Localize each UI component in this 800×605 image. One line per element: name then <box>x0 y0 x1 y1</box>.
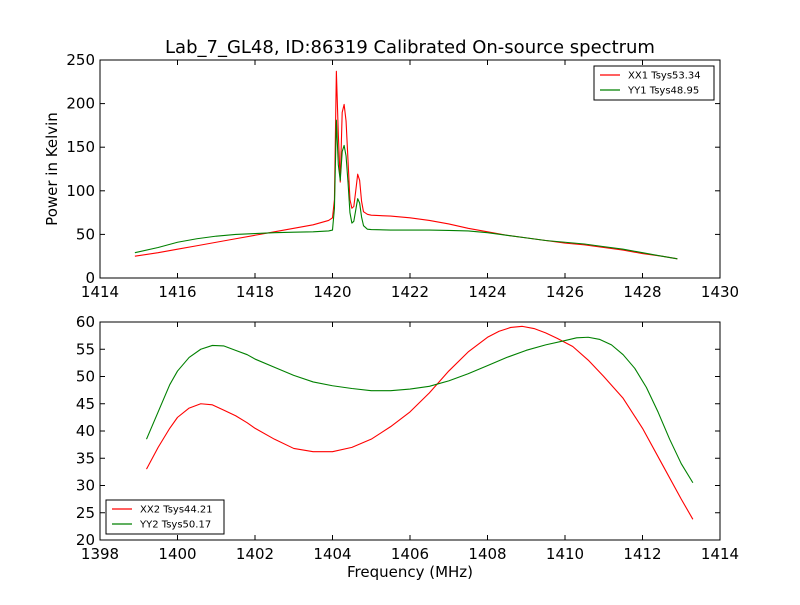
y-tick-label: 150 <box>66 138 95 156</box>
y-tick-label: 35 <box>76 449 95 467</box>
y-axis-title: Power in Kelvin <box>43 112 61 226</box>
legend-entry-label: XX1 Tsys53.34 <box>628 71 701 82</box>
x-tick-label: 1422 <box>391 283 429 301</box>
y-tick-label: 55 <box>76 340 95 358</box>
x-tick-label: 1398 <box>81 545 119 563</box>
y-tick-label: 25 <box>76 504 95 522</box>
x-tick-label: 1412 <box>623 545 661 563</box>
y-tick-label: 250 <box>66 51 95 69</box>
x-tick-label: 1418 <box>236 283 274 301</box>
legend-box <box>593 65 715 101</box>
y-tick-label: 20 <box>76 531 95 549</box>
x-tick-label: 1426 <box>546 283 584 301</box>
legend-entry-label: YY2 Tsys50.17 <box>139 520 211 531</box>
y-tick-label: 40 <box>76 422 95 440</box>
top-spectrum-plot: 1414 1416 1418 1420 1422 1424 1426 1428 1430 0 50 1… <box>43 51 739 301</box>
y-tick-label: 0 <box>85 269 95 287</box>
x-tick-label: 1404 <box>313 545 351 563</box>
legend-entry-label: YY1 Tsys48.95 <box>627 86 699 97</box>
x-tick-label: 1402 <box>236 545 274 563</box>
series-line-yy2-tsys50-17 <box>145 336 694 484</box>
legend-entry-label: XX2 Tsys44.21 <box>140 505 213 516</box>
y-tick-label: 100 <box>66 182 95 200</box>
x-tick-label: 1406 <box>391 545 429 563</box>
series-line-xx2-tsys44-21 <box>146 325 694 520</box>
legend: XX1 Tsys53.34 YY1 Tsys48.95 <box>593 65 715 101</box>
x-tick-label: 1400 <box>158 545 196 563</box>
y-tick-label: 45 <box>76 395 95 413</box>
x-tick-label: 1430 <box>701 283 739 301</box>
x-axis-title: Frequency (MHz) <box>347 563 473 581</box>
x-tick-label: 1420 <box>313 283 351 301</box>
bottom-spectrum-plot: 1398 1400 1402 1404 1406 1408 1410 1412 1414 20 25… <box>76 313 739 581</box>
y-tick-label: 50 <box>76 368 95 386</box>
legend-box <box>105 499 225 535</box>
series-line-yy1-tsys48-95 <box>134 119 678 260</box>
x-tick-label: 1414 <box>81 283 119 301</box>
x-tick-label: 1424 <box>468 283 506 301</box>
y-tick-label: 30 <box>76 477 95 495</box>
figure-title: Lab_7_GL48, ID:86319 Calibrated On-sourc… <box>165 37 655 58</box>
y-tick-label: 60 <box>76 313 95 331</box>
x-tick-label: 1416 <box>158 283 196 301</box>
y-tick-label: 200 <box>66 95 95 113</box>
y-tick-label: 50 <box>76 225 95 243</box>
x-tick-label: 1428 <box>623 283 661 301</box>
x-tick-label: 1408 <box>468 545 506 563</box>
legend: XX2 Tsys44.21 YY2 Tsys50.17 <box>105 499 225 535</box>
x-tick-label: 1410 <box>546 545 584 563</box>
x-tick-label: 1414 <box>701 545 739 563</box>
